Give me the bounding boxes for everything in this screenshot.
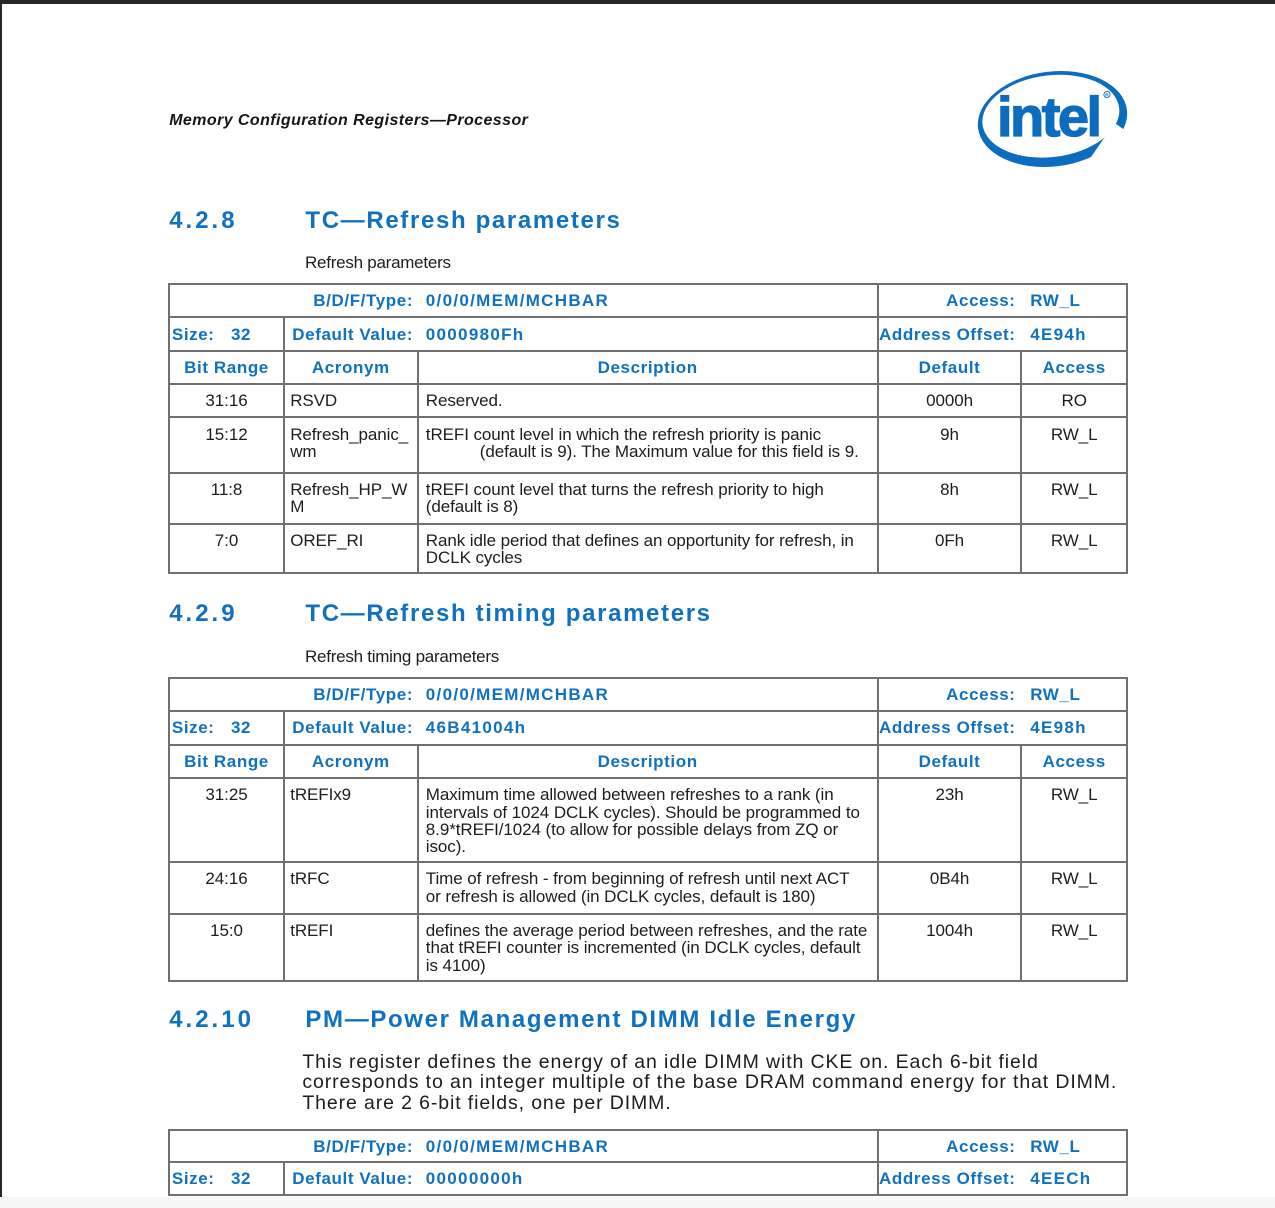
svg-text:R: R [1105,93,1109,99]
svg-text:intel: intel [997,85,1100,148]
